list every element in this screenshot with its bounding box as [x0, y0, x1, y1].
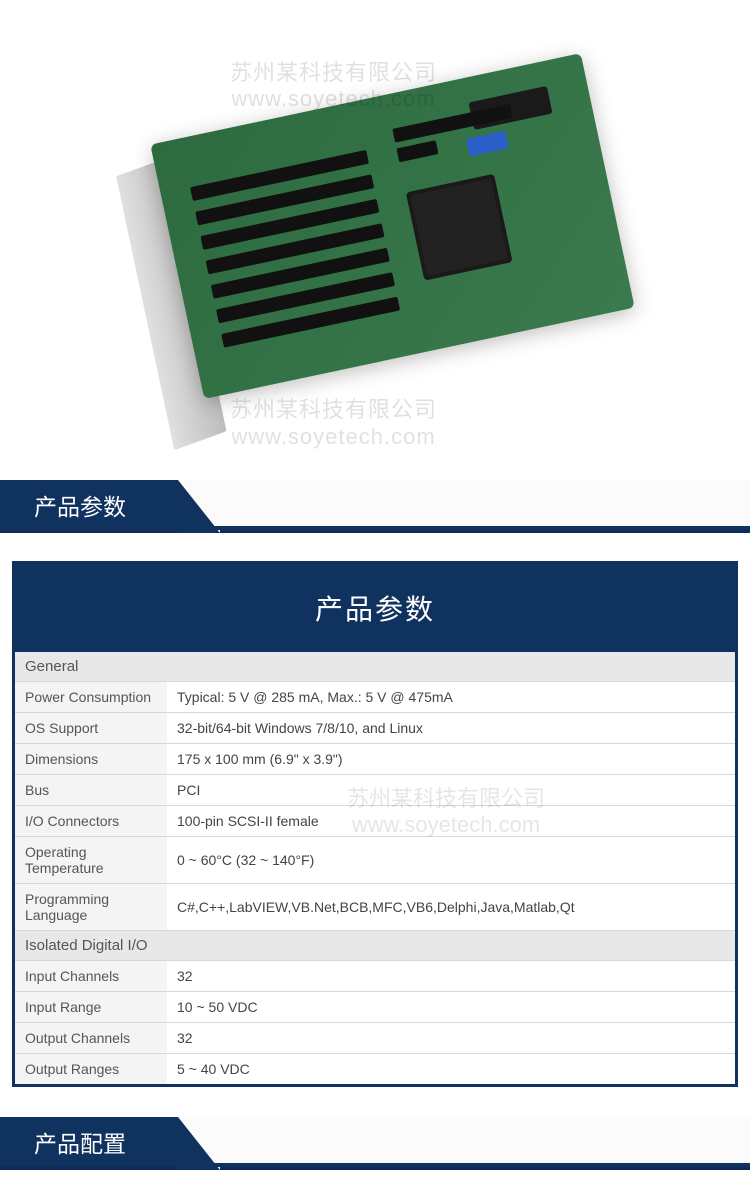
spec-row-value: 32-bit/64-bit Windows 7/8/10, and Linux — [167, 713, 735, 744]
table-row: Input Channels32 — [15, 961, 735, 992]
table-row: OS Support32-bit/64-bit Windows 7/8/10, … — [15, 713, 735, 744]
spec-row-label: Power Consumption — [15, 682, 167, 713]
spec-row-label: Input Channels — [15, 961, 167, 992]
section-header-spec: 产品参数 — [0, 480, 750, 533]
spec-group-header: Isolated Digital I/O — [15, 931, 735, 961]
spec-group-header: General — [15, 652, 735, 682]
table-row: BusPCI — [15, 775, 735, 806]
product-image-region: 苏州某科技有限公司 www.soyetech.com 苏州某科技有限公司 www… — [0, 0, 750, 480]
spec-row-label: Programming Language — [15, 884, 167, 931]
table-row: Power ConsumptionTypical: 5 V @ 285 mA, … — [15, 682, 735, 713]
spec-table: GeneralPower ConsumptionTypical: 5 V @ 2… — [15, 652, 735, 1084]
spec-row-value: 0 ~ 60°C (32 ~ 140°F) — [167, 837, 735, 884]
section-header-spec-text: 产品参数 — [34, 488, 126, 522]
spec-row-label: Input Range — [15, 992, 167, 1023]
spec-row-value: 100-pin SCSI-II female苏州某科技有限公司www.soyet… — [167, 806, 735, 837]
spec-row-label: I/O Connectors — [15, 806, 167, 837]
spec-panel-title: 产品参数 — [15, 564, 735, 652]
spec-row-label: Dimensions — [15, 744, 167, 775]
spec-row-value: 32 — [167, 961, 735, 992]
table-row: Operating Temperature0 ~ 60°C (32 ~ 140°… — [15, 837, 735, 884]
spec-row-value: C#,C++,LabVIEW,VB.Net,BCB,MFC,VB6,Delphi… — [167, 884, 735, 931]
spec-row-label: Bus — [15, 775, 167, 806]
table-row: Input Range10 ~ 50 VDC — [15, 992, 735, 1023]
spec-row-value: 32 — [167, 1023, 735, 1054]
section-header-config: 产品配置 — [0, 1117, 750, 1170]
section-header-config-text: 产品配置 — [34, 1125, 126, 1159]
spec-row-value: PCI — [167, 775, 735, 806]
spec-row-value: Typical: 5 V @ 285 mA, Max.: 5 V @ 475mA — [167, 682, 735, 713]
spec-row-value: 175 x 100 mm (6.9" x 3.9") — [167, 744, 735, 775]
spec-row-value: 10 ~ 50 VDC — [167, 992, 735, 1023]
pcb-board-illustration — [83, 10, 666, 470]
table-row: Output Channels32 — [15, 1023, 735, 1054]
table-row: Output Ranges5 ~ 40 VDC — [15, 1054, 735, 1085]
spec-row-label: Output Ranges — [15, 1054, 167, 1085]
spec-row-label: Output Channels — [15, 1023, 167, 1054]
table-row: Programming LanguageC#,C++,LabVIEW,VB.Ne… — [15, 884, 735, 931]
spec-row-value: 5 ~ 40 VDC — [167, 1054, 735, 1085]
spec-panel: 产品参数 GeneralPower ConsumptionTypical: 5 … — [12, 561, 738, 1087]
spec-row-label: OS Support — [15, 713, 167, 744]
table-row: I/O Connectors100-pin SCSI-II female苏州某科… — [15, 806, 735, 837]
spec-row-label: Operating Temperature — [15, 837, 167, 884]
table-row: Dimensions175 x 100 mm (6.9" x 3.9") — [15, 744, 735, 775]
